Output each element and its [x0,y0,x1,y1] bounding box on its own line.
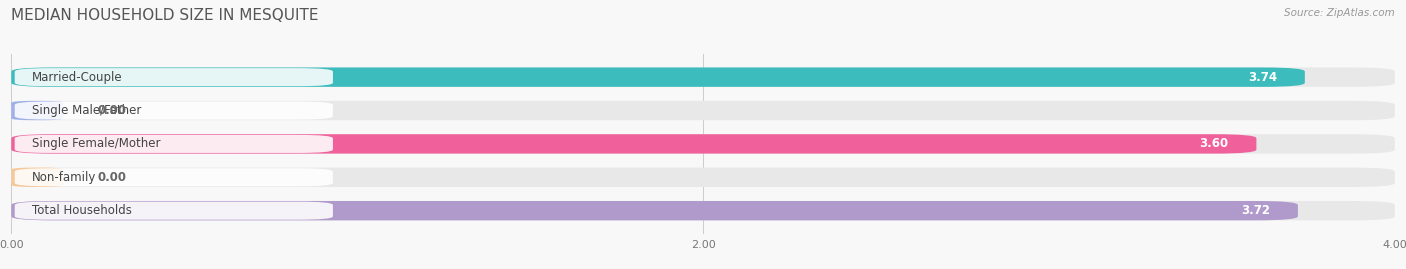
FancyBboxPatch shape [11,68,1395,87]
Text: 3.60: 3.60 [1199,137,1229,150]
Text: Single Female/Mother: Single Female/Mother [32,137,160,150]
FancyBboxPatch shape [11,168,1395,187]
Text: 0.00: 0.00 [98,104,127,117]
Text: Total Households: Total Households [32,204,132,217]
FancyBboxPatch shape [11,168,63,187]
Text: Married-Couple: Married-Couple [32,71,122,84]
Text: Single Male/Father: Single Male/Father [32,104,142,117]
FancyBboxPatch shape [14,101,333,119]
FancyBboxPatch shape [11,68,1305,87]
Text: 3.74: 3.74 [1249,71,1277,84]
Text: 3.72: 3.72 [1241,204,1270,217]
FancyBboxPatch shape [14,68,333,86]
FancyBboxPatch shape [11,134,1395,154]
FancyBboxPatch shape [11,201,1298,220]
FancyBboxPatch shape [11,134,1257,154]
Text: Source: ZipAtlas.com: Source: ZipAtlas.com [1284,8,1395,18]
FancyBboxPatch shape [11,101,1395,120]
FancyBboxPatch shape [14,202,333,220]
Text: Non-family: Non-family [32,171,97,184]
FancyBboxPatch shape [14,135,333,153]
Text: MEDIAN HOUSEHOLD SIZE IN MESQUITE: MEDIAN HOUSEHOLD SIZE IN MESQUITE [11,8,319,23]
FancyBboxPatch shape [14,168,333,186]
FancyBboxPatch shape [11,201,1395,220]
FancyBboxPatch shape [11,101,63,120]
Text: 0.00: 0.00 [98,171,127,184]
